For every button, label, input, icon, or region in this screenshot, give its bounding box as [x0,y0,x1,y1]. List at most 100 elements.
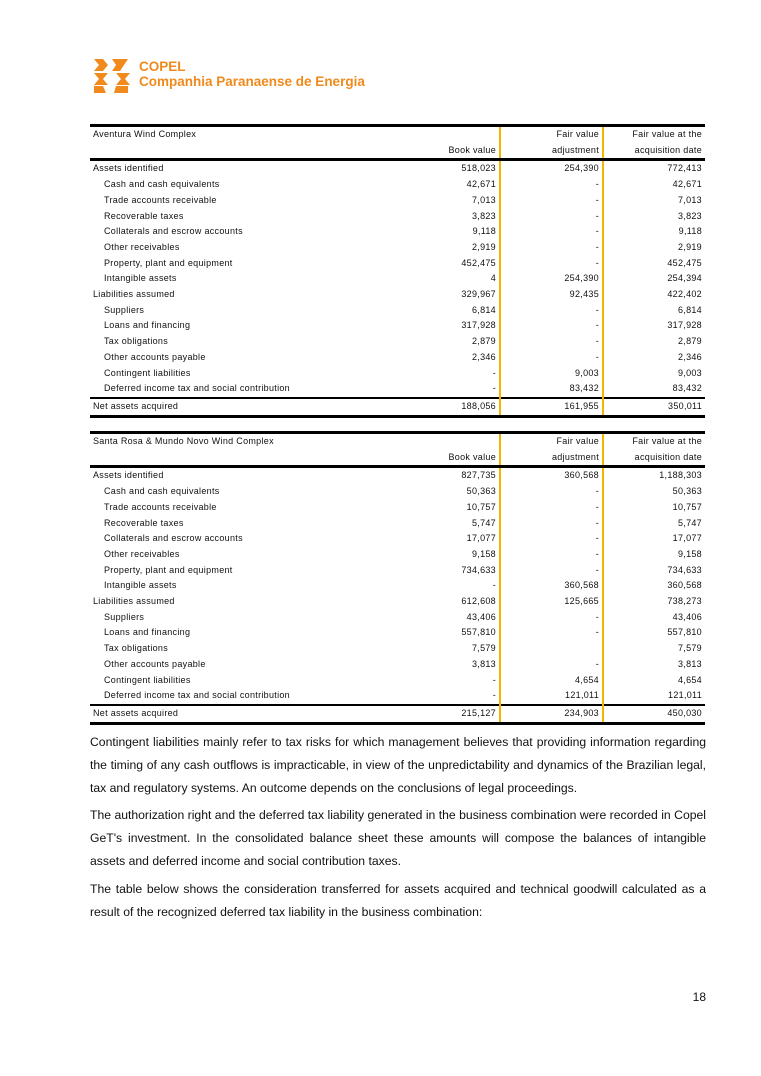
fair-value-cell: 2,879 [677,336,702,347]
header-book-value: Book value [398,142,501,162]
row-label: Collaterals and escrow accounts [104,226,243,237]
table-row: Contingent liabilities -9,003 9,003 [90,365,705,382]
table-row: Suppliers 43,406-43,406 [90,609,705,626]
table-row: Trade accounts receivable 7,013-7,013 [90,192,705,209]
fair-value-adjustment-cell: 83,432 [500,381,604,398]
header-fair-value-adjustment: Fair value [500,123,604,143]
row-label: Intangible assets [104,580,177,591]
total-label: Net assets acquired [90,396,398,418]
table-row: Other receivables 9,158-9,158 [90,546,705,563]
table-header-row: Santa Rosa & Mundo Novo Wind Complex Fair… [90,430,705,450]
fair-value-cell: 422,402 [667,289,702,300]
fair-value-cell: 7,579 [677,643,702,654]
fair-value-adjustment-cell: 254,390 [500,271,604,288]
paragraph-contingent-liabilities: Contingent liabilities mainly refer to t… [90,735,706,795]
fair-value-cell: 6,814 [677,304,702,315]
row-label: Other accounts payable [104,351,206,362]
fair-value-cell: 4,654 [677,674,702,685]
fair-value-adjustment-cell: - [500,531,604,547]
book-value-cell: 2,879 [398,334,501,350]
fair-value-adjustment-cell: - [500,625,604,642]
header-label-spacer [90,449,398,469]
fair-value-adjustment-cell: 360,568 [500,578,604,595]
row-label: Other accounts payable [104,658,206,669]
fair-value-adjustment-cell: - [500,499,604,516]
fair-value-adjustment-cell: 121,011 [500,688,604,705]
fair-value-cell: 42,671 [672,179,702,190]
header-fair-value-acquisition-cont: acquisition date [603,449,705,469]
fair-value-adjustment-cell: - [500,192,604,209]
fair-value-cell: 5,747 [677,517,702,528]
table-row: Suppliers 6,814-6,814 [90,302,705,319]
fair-value-cell: 254,394 [667,273,702,284]
table-row: Deferred income tax and social contribut… [90,381,705,398]
book-value-cell: 50,363 [398,484,501,500]
header-fair-value-acquisition: Fair value at the [603,123,705,143]
row-label: Liabilities assumed [93,596,175,607]
book-value-cell: 6,814 [398,302,501,319]
table-row: Recoverable taxes 5,747-5,747 [90,515,705,532]
row-label: Tax obligations [104,643,169,654]
company-logo: COPEL Companhia Paranaense de Energia [94,59,365,94]
total-fair-value-adjustment: 161,955 [500,396,604,418]
logo-subtitle: Companhia Paranaense de Energia [139,74,365,89]
fair-value-cell: 3,813 [677,658,702,669]
fair-value-adjustment-cell: - [500,656,604,673]
header-fair-value-adjustment-cont: adjustment [500,449,604,469]
fair-value-cell: 2,346 [677,351,702,362]
table-row: Property, plant and equipment 734,633-734… [90,562,705,579]
row-label: Loans and financing [104,627,191,638]
table-row: Recoverable taxes 3,823-3,823 [90,208,705,225]
fair-value-adjustment-cell: 360,568 [500,466,604,485]
aventura-acquisition-table: Aventura Wind Complex Fair value Fair valu… [90,123,705,418]
table-row: Other receivables 2,919-2,919 [90,239,705,256]
book-value-cell: 9,118 [398,224,501,240]
table-row: Assets identified 518,023 254,390 772,413 [90,159,705,178]
fair-value-cell: 557,810 [667,627,702,638]
row-label: Contingent liabilities [104,674,191,685]
row-label: Property, plant and equipment [104,564,233,575]
table-header-row: Book value adjustment acquisition date [90,449,705,469]
fair-value-cell: 121,011 [668,690,702,701]
table-total-row: Net assets acquired 188,056 161,955 350,011 [90,396,705,418]
table-row: Trade accounts receivable 10,757-10,757 [90,499,705,516]
book-value-cell: 452,475 [398,255,501,272]
total-fair-value-adjustment: 234,903 [500,703,604,725]
fair-value-adjustment-cell: - [500,515,604,532]
header-book-value: Book value [398,449,501,469]
row-label: Deferred income tax and social contribut… [104,383,290,394]
book-value-cell: 4 [398,271,501,288]
row-label: Recoverable taxes [104,210,184,221]
book-value-cell: 518,023 [398,159,501,178]
header-book-spacer [398,430,501,450]
fair-value-cell: 2,919 [677,241,702,252]
book-value-cell: 329,967 [398,287,501,303]
copel-logo-icon [94,59,130,93]
fair-value-cell: 50,363 [672,486,702,497]
table-title: Santa Rosa & Mundo Novo Wind Complex [90,430,398,450]
book-value-cell: 42,671 [398,177,501,193]
row-label: Cash and cash equivalents [104,179,220,190]
fair-value-cell: 43,406 [672,611,702,622]
row-label: Tax obligations [104,336,169,347]
book-value-cell: 3,813 [398,656,501,673]
total-fair-value: 350,011 [603,396,705,418]
fair-value-adjustment-cell: - [500,334,604,350]
row-label: Suppliers [104,611,145,622]
table-row: Cash and cash equivalents 42,671-42,671 [90,177,705,193]
fair-value-cell: 3,823 [677,210,702,221]
santa-rosa-acquisition-table: Santa Rosa & Mundo Novo Wind Complex Fair… [90,430,705,725]
fair-value-cell: 772,413 [667,163,702,174]
fair-value-adjustment-cell: - [500,318,604,335]
fair-value-cell: 734,633 [667,564,702,575]
book-value-cell: 734,633 [398,562,501,579]
row-label: Assets identified [93,470,164,481]
page-number: 18 [692,990,706,1004]
fair-value-cell: 9,118 [678,226,702,237]
table-row: Liabilities assumed 329,967 92,435 422,402 [90,287,705,303]
fair-value-cell: 17,077 [672,533,702,544]
total-label: Net assets acquired [90,703,398,725]
table-row: Other accounts payable 2,346-2,346 [90,349,705,366]
table-row: Deferred income tax and social contribut… [90,688,705,705]
fair-value-adjustment-cell: 254,390 [500,159,604,178]
